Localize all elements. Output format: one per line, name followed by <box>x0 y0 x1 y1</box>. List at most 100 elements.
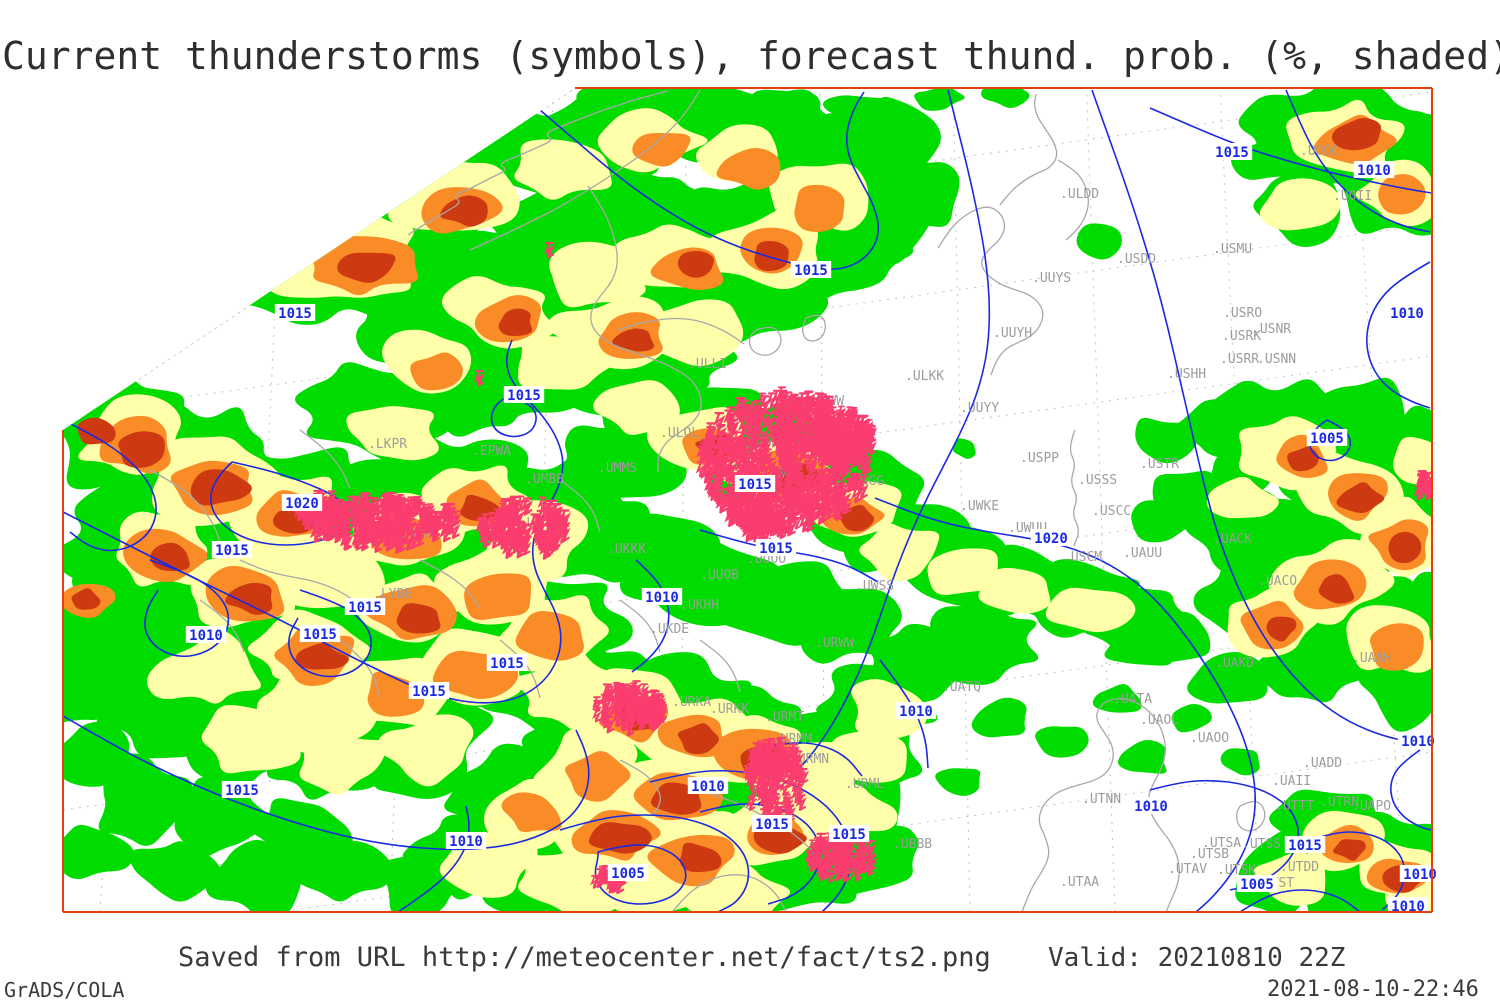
station-label: .UATQ <box>942 680 981 695</box>
isobar-label-box <box>486 654 528 671</box>
isobar-label-box <box>221 781 263 798</box>
isobar-line <box>1309 831 1406 911</box>
prob-shade-blob <box>851 679 928 740</box>
prob-shade-blob <box>1309 377 1406 449</box>
station-label: .UTRN <box>1320 795 1359 810</box>
isobar-label-box <box>790 261 832 278</box>
station-label: .USSS <box>1078 473 1117 488</box>
prob-shade-blob <box>652 299 744 367</box>
isobar-line <box>757 89 991 805</box>
prob-shade-blob <box>396 603 441 634</box>
isobar-label: 1010 <box>449 834 483 850</box>
isobar-label-box <box>274 304 316 321</box>
station-label: .LKPR <box>368 437 407 452</box>
station-label: .UUYH <box>993 326 1032 341</box>
prob-shade-blob <box>893 162 960 227</box>
prob-shade-blob <box>914 88 965 111</box>
prob-shade-blob <box>677 251 714 278</box>
station-label: .UTSA <box>1202 836 1241 851</box>
station-label: .USCC <box>1092 504 1131 519</box>
station-label: .UTDD <box>1280 860 1319 875</box>
prob-shade-blob <box>661 88 731 114</box>
station-label: .UBBB <box>893 837 932 852</box>
station-label: .URWW <box>815 636 854 651</box>
station-label: .URML <box>845 777 884 792</box>
station-label: .USRR <box>1220 352 1259 367</box>
isobar-label-box <box>1236 875 1278 892</box>
coastline <box>469 89 701 251</box>
prob-shade-blob <box>1378 174 1426 215</box>
isobar-label-box <box>755 539 797 556</box>
isobar-label-box <box>1211 143 1253 160</box>
prob-shade-blob <box>935 768 981 796</box>
station-label: .UMBB <box>525 472 564 487</box>
prob-shade-blob <box>201 704 301 774</box>
isobar-line <box>1239 889 1361 912</box>
isobar-line <box>1149 107 1432 194</box>
prob-shade-blob <box>464 573 532 620</box>
station-label: .USDD <box>1117 252 1156 267</box>
prob-shade-blob <box>593 380 680 435</box>
isobar-label: 1020 <box>1034 531 1068 547</box>
station-label: .UOII <box>1333 189 1372 204</box>
prob-shade-blob <box>822 95 895 124</box>
prob-shade-blob <box>376 714 474 787</box>
prob-shade-blob <box>98 753 193 846</box>
prob-shade-blob <box>1332 839 1366 861</box>
station-label: .UACK <box>1213 532 1252 547</box>
isobar-label: 1015 <box>490 656 524 672</box>
prob-shade-blob <box>1220 748 1260 776</box>
isobar-label-box <box>734 475 776 492</box>
station-label: .URKK <box>710 702 749 717</box>
isobar-label: 1015 <box>303 627 337 643</box>
prob-shade-blob <box>439 195 488 227</box>
isobar-label-box <box>1397 732 1439 749</box>
prob-shade-blob <box>549 241 646 308</box>
station-label: .USNN <box>1257 352 1296 367</box>
isobar-line <box>210 461 351 546</box>
coastline <box>671 874 787 912</box>
station-label: .UMMS <box>598 461 637 476</box>
isobar-label: 1015 <box>215 543 249 559</box>
station-label: .UTAV <box>1168 862 1207 877</box>
prob-shade-blob <box>830 731 907 783</box>
prob-shade-blob <box>1045 587 1136 633</box>
prob-shade-blob <box>612 328 655 352</box>
station-label: .USPP <box>1020 451 1059 466</box>
prob-shade-blob <box>971 697 1027 738</box>
map-frame-border <box>62 87 1433 913</box>
station-label: .UKDE <box>650 622 689 637</box>
station-label: .UKHH <box>680 598 719 613</box>
isobar-label: 1020 <box>285 496 319 512</box>
prob-shade-blob <box>746 89 821 119</box>
coastline <box>619 759 661 815</box>
prob-shade-blob <box>71 588 101 610</box>
prob-shade-blob <box>1035 726 1089 758</box>
coastline <box>699 789 813 851</box>
coastline <box>239 559 369 617</box>
isobar-label: 1015 <box>1215 145 1249 161</box>
station-label: .UAKD <box>1215 656 1254 671</box>
prob-shade-blob <box>953 438 976 459</box>
station-label: .UACO <box>1258 574 1297 589</box>
isobar-label: 1010 <box>1390 306 1424 322</box>
page-title: Current thunderstorms (symbols), forecas… <box>2 34 1500 78</box>
prob-shade-blob <box>1331 118 1382 151</box>
station-label: .UWKE <box>960 499 999 514</box>
isobar-label: 1015 <box>1288 838 1322 854</box>
isobar-label-box <box>1353 161 1395 178</box>
prob-shade-blob <box>588 822 652 854</box>
isobar-label-box <box>1399 865 1441 882</box>
coastlines-borders <box>149 89 1266 912</box>
station-label: .UTAA <box>1060 875 1099 890</box>
isobar-label: 1015 <box>278 306 312 322</box>
isobar-label-box <box>1030 529 1072 546</box>
prob-shade-blob <box>146 629 262 704</box>
isobar-label: 1015 <box>738 477 772 493</box>
prob-shade-blob <box>1318 574 1355 604</box>
station-label: .USCM <box>1063 550 1102 565</box>
isobar-label: 1015 <box>507 388 541 404</box>
coastline <box>937 206 1044 376</box>
station-label: .UWSS <box>855 579 894 594</box>
